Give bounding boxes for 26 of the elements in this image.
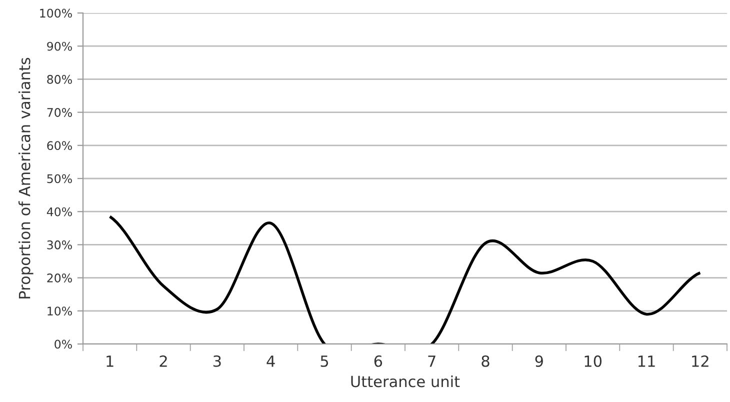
y-tick-label: 80% [47,74,72,84]
y-axis-title: Proportion of American variants [18,58,34,298]
y-tick-label: 60% [47,141,72,150]
x-tick-label: 5 [320,356,328,367]
x-tick-label: 1 [106,356,114,367]
y-tick-label: 100% [40,8,72,18]
y-tick-label: 50% [47,174,72,184]
y-tick-label: 70% [47,108,72,117]
x-tick-label: 6 [374,355,382,367]
y-tick-label: 30% [47,240,72,250]
x-tick-label: 11 [638,356,655,367]
x-tick-label: 12 [692,355,708,367]
x-tick-label: 7 [428,356,436,367]
x-tick-label: 10 [584,355,602,367]
x-tick-label: 9 [535,355,543,367]
y-tick-label: 10% [48,306,72,316]
x-tick-label: 8 [482,355,490,367]
y-tick-label: 90% [47,42,72,51]
line-series [108,215,702,344]
y-tick-label: 40% [46,207,72,216]
y-tick-label: 0% [54,340,72,349]
x-tick-label: 2 [160,355,167,367]
x-axis-title: Utterance unit [351,375,460,388]
x-tick-label: 4 [266,356,275,367]
x-tick-label: 3 [213,355,221,367]
y-tick-label: 20% [47,274,72,282]
